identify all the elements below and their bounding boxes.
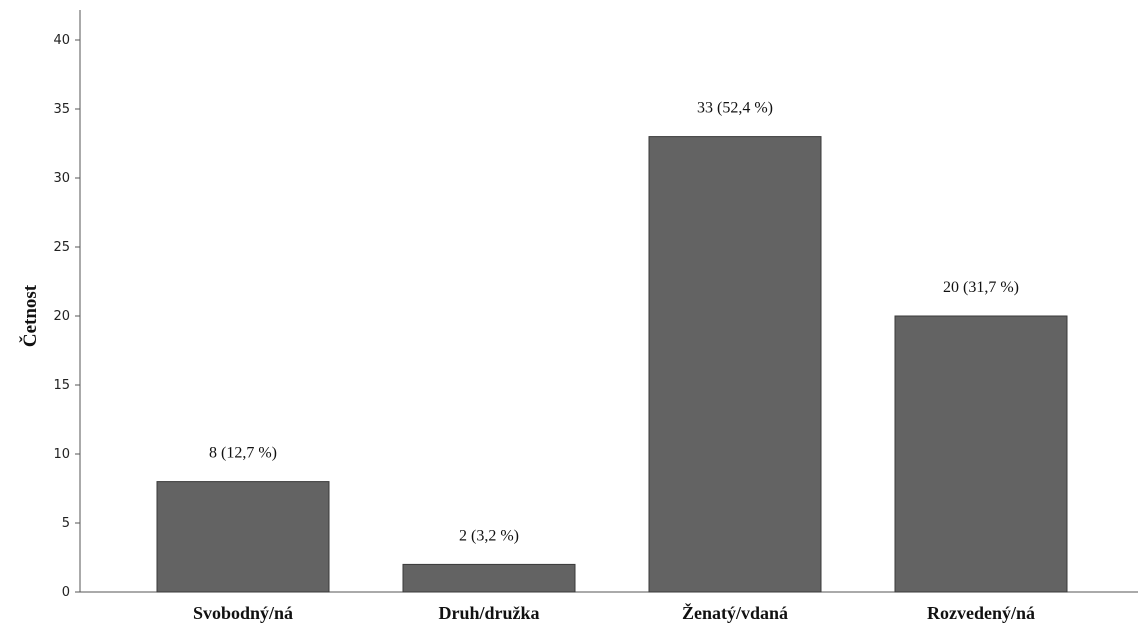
y-axis-ticks: 0 5 10 15 20 25 30 35 40 bbox=[53, 33, 80, 600]
y-tick-label: 40 bbox=[53, 33, 70, 48]
x-category-label: Ženatý/vdaná bbox=[682, 602, 788, 623]
y-tick-label: 30 bbox=[53, 171, 70, 186]
y-tick-label: 0 bbox=[62, 585, 70, 600]
bar bbox=[402, 563, 576, 593]
bar bbox=[156, 481, 330, 593]
bar-data-label: 8 (12,7 %) bbox=[209, 445, 277, 462]
bar-data-label: 33 (52,4 %) bbox=[697, 100, 773, 117]
y-tick-label: 5 bbox=[62, 516, 70, 531]
bar-data-label: 2 (3,2 %) bbox=[459, 527, 519, 544]
x-axis-category-labels: Svobodný/ná Druh/družka Ženatý/vdaná Rozved… bbox=[193, 602, 1035, 623]
bar bbox=[894, 315, 1068, 593]
bar-data-label: 20 (31,7 %) bbox=[943, 279, 1019, 296]
y-axis-title: Četnost bbox=[19, 284, 41, 347]
x-category-label: Druh/družka bbox=[438, 603, 539, 623]
x-category-label: Rozvedený/ná bbox=[927, 603, 1035, 623]
data-labels: 8 (12,7 %) 2 (3,2 %) 33 (52,4 %) 20 (31,7 %… bbox=[209, 100, 1019, 545]
bar bbox=[648, 136, 822, 593]
y-tick-label: 15 bbox=[53, 378, 70, 393]
x-category-label: Svobodný/ná bbox=[193, 603, 293, 623]
y-tick-label: 25 bbox=[53, 240, 70, 255]
y-tick-label: 35 bbox=[53, 102, 70, 117]
y-tick-label: 20 bbox=[53, 309, 70, 324]
bar-series bbox=[156, 136, 1068, 593]
y-tick-label: 10 bbox=[53, 447, 70, 462]
